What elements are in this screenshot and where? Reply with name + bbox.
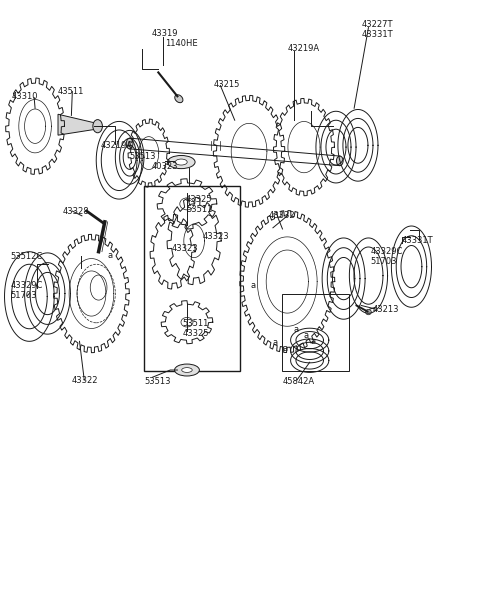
Text: 53513: 53513: [144, 377, 171, 386]
Text: 53511: 53511: [186, 205, 212, 214]
Text: 53512C: 53512C: [10, 252, 43, 261]
Text: 43219A: 43219A: [287, 44, 319, 53]
Text: a: a: [251, 281, 256, 290]
Text: 43310: 43310: [11, 92, 38, 101]
Ellipse shape: [365, 309, 371, 314]
Text: 51703: 51703: [10, 292, 37, 301]
Text: 53513: 53513: [130, 152, 156, 161]
Text: 43329C: 43329C: [10, 282, 43, 291]
Text: 43319: 43319: [151, 29, 178, 38]
Text: 43511: 43511: [58, 87, 84, 96]
Ellipse shape: [182, 368, 192, 373]
Text: 43323: 43323: [202, 232, 229, 241]
Text: 53511: 53511: [182, 319, 208, 328]
Text: 43332: 43332: [268, 211, 295, 220]
Ellipse shape: [175, 159, 187, 165]
Ellipse shape: [93, 120, 103, 133]
Text: 45842A: 45842A: [283, 377, 315, 386]
Text: 43322: 43322: [71, 376, 98, 385]
Text: 43213: 43213: [372, 304, 399, 313]
Text: a: a: [294, 325, 299, 334]
Text: 43331T: 43331T: [361, 31, 393, 40]
Ellipse shape: [175, 95, 183, 102]
Text: 51703: 51703: [371, 258, 398, 267]
Ellipse shape: [126, 138, 133, 149]
Text: 43325: 43325: [182, 329, 209, 338]
Ellipse shape: [181, 317, 193, 327]
Text: 43325: 43325: [186, 195, 213, 204]
Text: 43215: 43215: [213, 80, 240, 89]
Text: a: a: [310, 337, 315, 346]
Ellipse shape: [336, 156, 343, 166]
Text: 43227T: 43227T: [361, 20, 393, 29]
Ellipse shape: [167, 156, 195, 169]
Ellipse shape: [174, 364, 199, 376]
Text: 40323: 40323: [151, 162, 178, 171]
Text: 43219A: 43219A: [101, 141, 133, 150]
Text: a: a: [304, 331, 309, 340]
Text: a: a: [273, 338, 278, 347]
Text: 43328: 43328: [63, 207, 90, 216]
Text: 43323: 43323: [171, 244, 198, 253]
Bar: [283, 294, 349, 371]
Text: 43329C: 43329C: [371, 247, 403, 256]
Text: a: a: [283, 344, 287, 353]
Text: 1140HE: 1140HE: [165, 39, 198, 49]
Text: a: a: [107, 251, 113, 260]
Text: 43331T: 43331T: [402, 237, 433, 246]
Bar: [144, 186, 240, 371]
Polygon shape: [58, 114, 96, 135]
Ellipse shape: [180, 198, 194, 210]
